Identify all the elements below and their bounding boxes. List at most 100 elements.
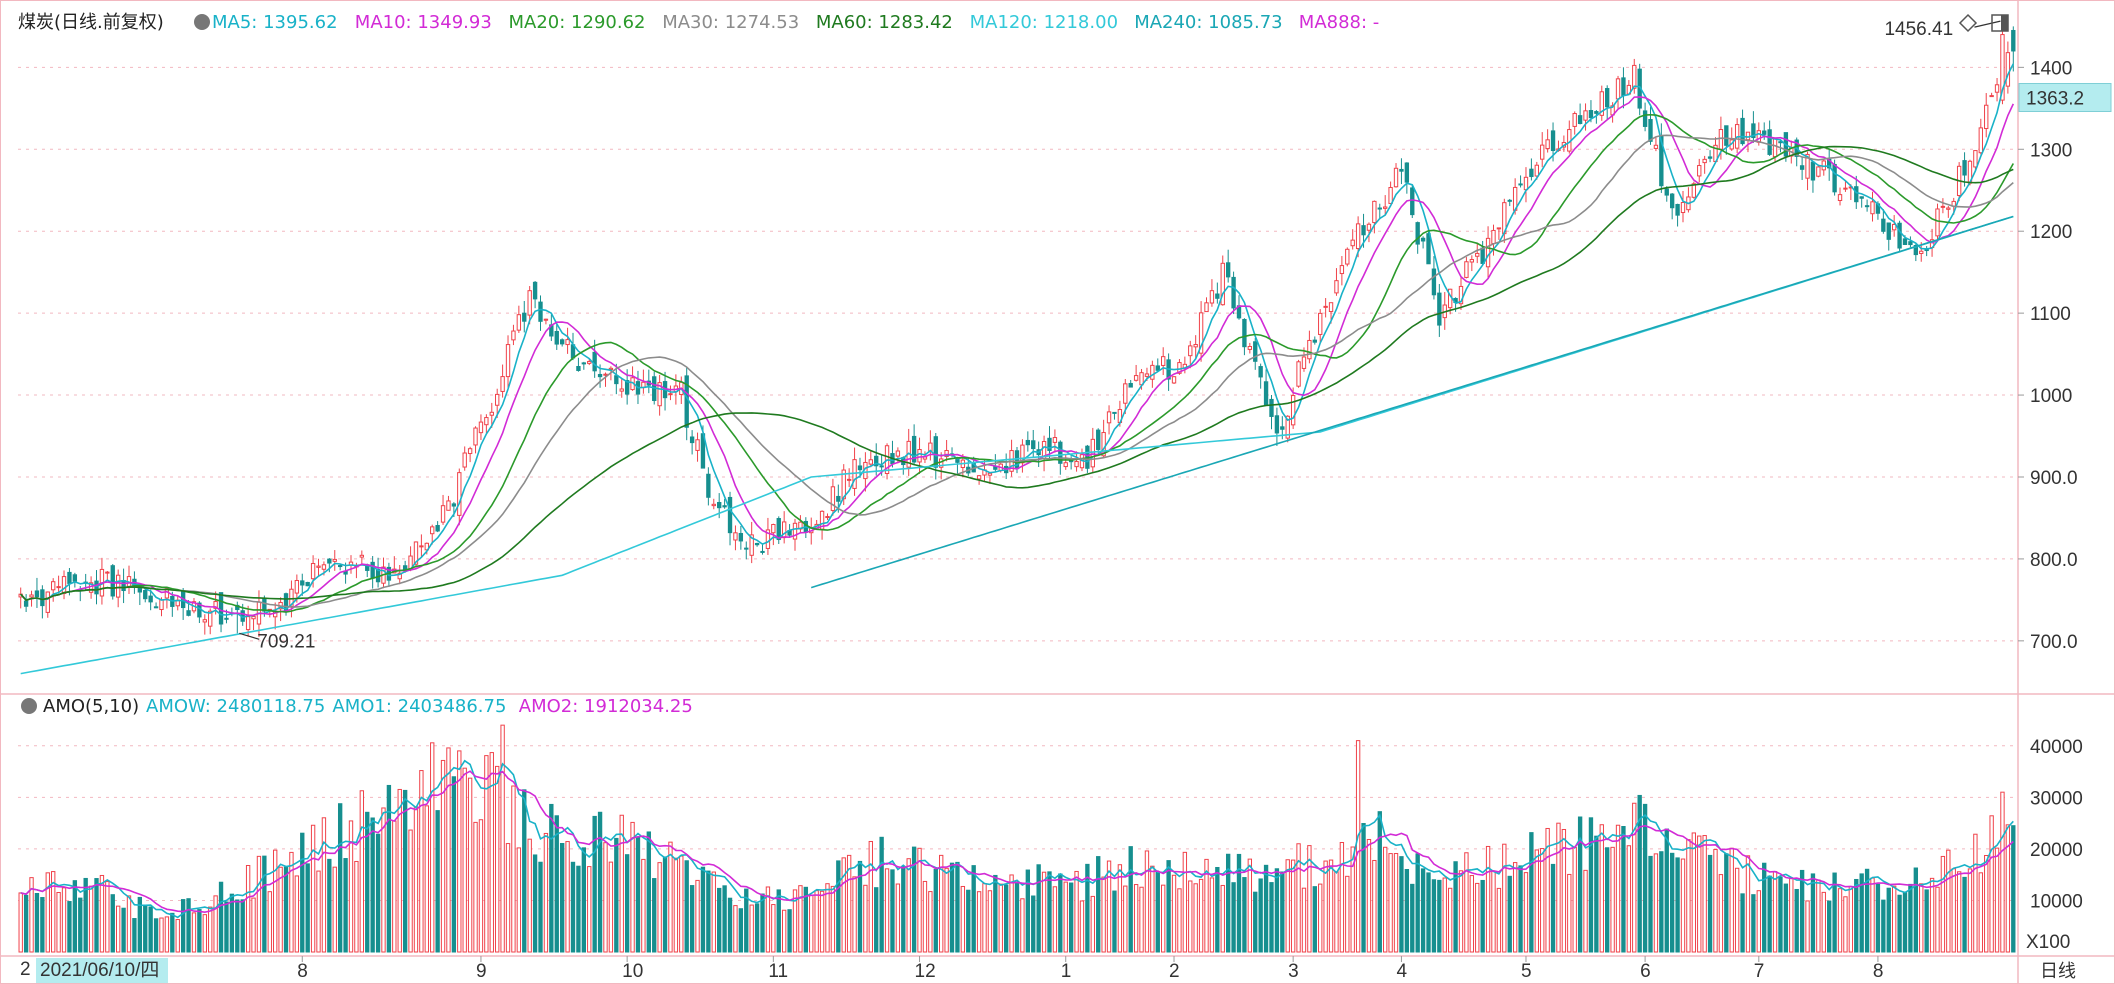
candle-body xyxy=(1458,285,1464,305)
candle-body xyxy=(1480,247,1485,264)
volume-bar xyxy=(641,858,646,953)
candle-body xyxy=(1810,161,1816,181)
volume-bar xyxy=(549,803,554,953)
price-collapse-icon[interactable] xyxy=(194,14,210,30)
low-price-label: 709.21 xyxy=(257,631,315,652)
candle-body xyxy=(262,597,267,612)
volume-bar xyxy=(1383,846,1388,953)
volume-bar xyxy=(83,877,88,953)
candle-body xyxy=(955,459,960,463)
volume-bar xyxy=(1924,889,1929,953)
candle-body xyxy=(836,495,841,502)
candle-body xyxy=(1220,262,1225,306)
volume-bar xyxy=(1014,881,1020,953)
volume-bar xyxy=(1767,875,1772,953)
volume-bar xyxy=(1897,894,1902,953)
volume-bar xyxy=(787,909,792,953)
candle xyxy=(430,524,435,545)
volume-bar xyxy=(776,889,781,953)
volume-bar xyxy=(159,917,164,953)
candle-body xyxy=(446,500,451,511)
candle xyxy=(1198,301,1204,362)
candle-body xyxy=(1762,130,1767,135)
volume-bar xyxy=(1366,838,1372,953)
volume-bar xyxy=(1025,869,1031,953)
candle-body xyxy=(857,465,863,471)
candle-body xyxy=(1285,415,1290,439)
diamond-icon[interactable] xyxy=(1958,13,1978,33)
volume-bar xyxy=(1919,883,1924,953)
month-label: 11 xyxy=(768,961,788,982)
volume-bar xyxy=(478,819,484,953)
volume-bar xyxy=(754,903,760,953)
candle-body xyxy=(1913,244,1919,256)
volume-bar xyxy=(1447,887,1453,953)
candle-body xyxy=(825,516,830,519)
candle xyxy=(689,430,695,455)
candle-body xyxy=(245,616,251,631)
volume-bar xyxy=(1669,852,1675,953)
volume-bar xyxy=(1794,888,1799,953)
candle xyxy=(1816,164,1821,178)
candle-body xyxy=(500,376,505,392)
volume-bar xyxy=(45,872,50,953)
candle xyxy=(1599,85,1604,121)
candle xyxy=(857,457,863,478)
volume-bar xyxy=(814,890,819,953)
volume-bar xyxy=(1177,888,1182,953)
candle-body xyxy=(1431,268,1437,296)
volume-bar xyxy=(430,742,435,953)
candle xyxy=(1339,256,1345,286)
candle-body xyxy=(1745,131,1751,141)
candle xyxy=(1437,284,1442,337)
volume-bar xyxy=(467,777,473,953)
volume-bar xyxy=(213,895,218,953)
volume-bar xyxy=(1198,878,1204,953)
volume-bar xyxy=(1339,842,1345,953)
candle-body xyxy=(1989,95,1994,98)
volume-bar xyxy=(1263,864,1269,953)
volume-bar xyxy=(457,750,462,953)
volume-collapse-icon[interactable] xyxy=(21,698,37,714)
volume-bar xyxy=(630,821,635,953)
candle xyxy=(218,592,224,633)
date-cursor-label: 2021/06/10/四 xyxy=(40,960,159,981)
volume-bar xyxy=(717,887,722,953)
candle-body xyxy=(1632,64,1637,89)
candle-body xyxy=(224,617,229,620)
candle-body xyxy=(1984,104,1989,130)
candle xyxy=(1529,158,1534,181)
candle-body xyxy=(1594,111,1599,114)
volume-bar xyxy=(809,894,814,953)
candle-body xyxy=(1377,207,1382,210)
candle-body xyxy=(706,473,711,498)
candle-body xyxy=(1891,223,1897,231)
candle-body xyxy=(1615,78,1621,100)
candle-body xyxy=(370,561,375,579)
candle xyxy=(955,456,960,475)
date-first-label: 2 xyxy=(20,959,31,980)
volume-bar xyxy=(1496,887,1502,953)
candle-body xyxy=(1534,164,1539,177)
candle xyxy=(1399,158,1404,185)
candle xyxy=(1420,236,1426,249)
volume-bar xyxy=(224,901,229,953)
candle xyxy=(781,511,787,544)
candle xyxy=(1962,152,1967,187)
candle-body xyxy=(1123,383,1128,404)
volume-bar xyxy=(1117,864,1123,953)
candle-body xyxy=(722,505,727,508)
candle xyxy=(1366,222,1372,243)
candle xyxy=(61,570,67,600)
candle-body xyxy=(1767,129,1772,155)
volume-bar xyxy=(1085,863,1090,953)
candle-body xyxy=(1269,398,1274,417)
candle-body xyxy=(359,554,365,558)
volume-bar xyxy=(1139,886,1144,953)
candle-body xyxy=(1420,237,1426,242)
candle xyxy=(1063,454,1068,470)
candle xyxy=(603,372,608,387)
volume-bar xyxy=(1951,868,1956,953)
volume-bar xyxy=(1946,849,1951,953)
